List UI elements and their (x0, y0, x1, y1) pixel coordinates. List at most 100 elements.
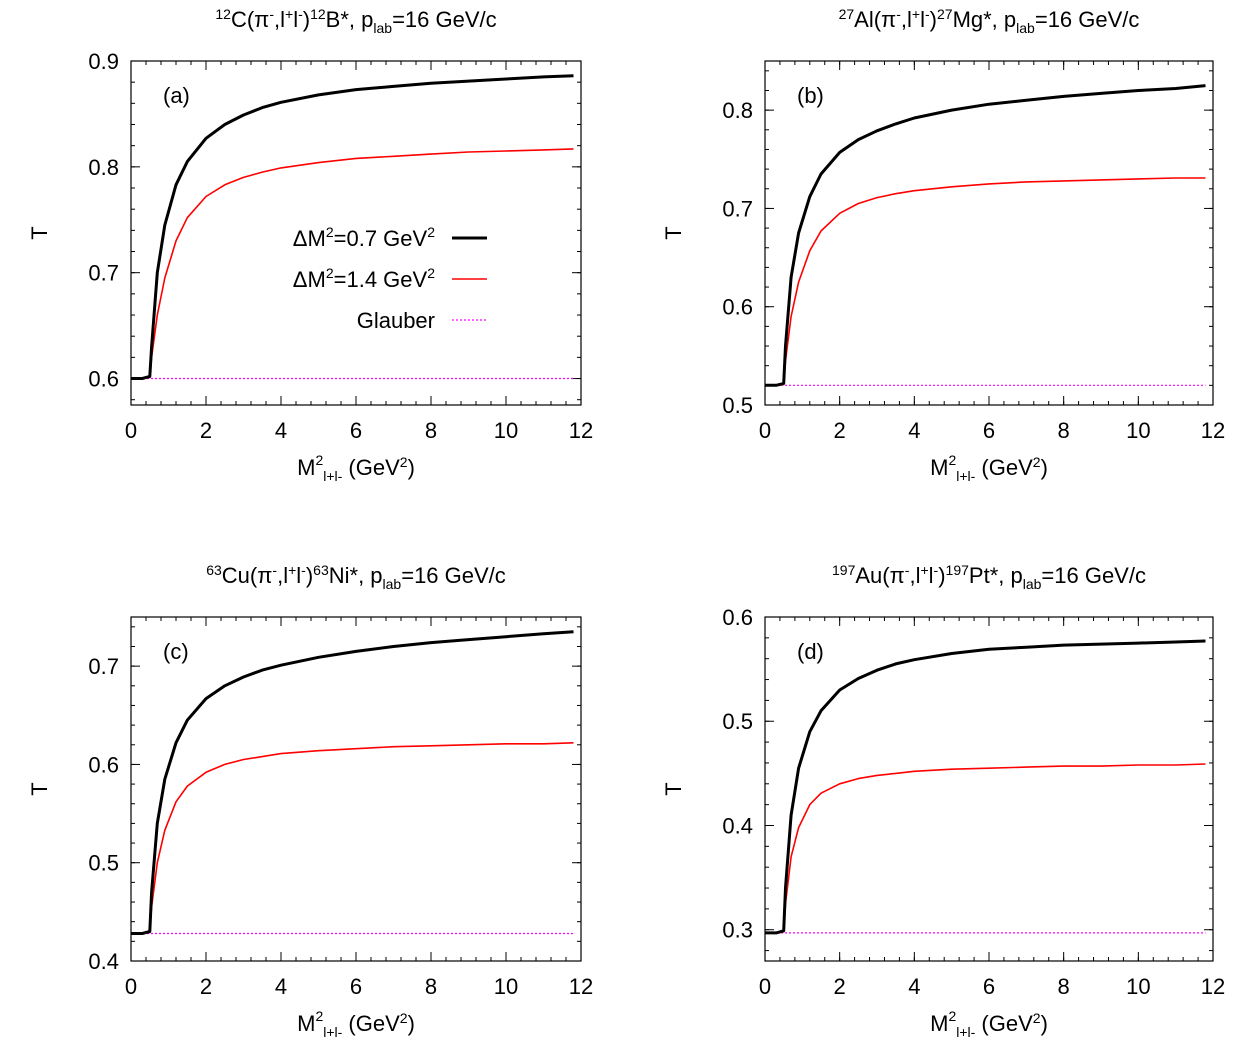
y-tick-label: 0.5 (88, 851, 119, 876)
title-lepton: ,l (277, 563, 288, 588)
x-tick-label: 8 (1058, 974, 1070, 999)
x-tick-label: 4 (908, 974, 920, 999)
title-close: ) (306, 563, 313, 588)
chart-panel-2: 27Al(π-,l+l-)27Mg*, plab=16 GeV/c0 2 4 6 8 10… (661, 6, 1225, 484)
plot-frame (764, 616, 1214, 962)
title-probe-charge: - (269, 6, 274, 22)
x-label-unit-sup: 2 (1033, 454, 1041, 470)
title-lepton: ,l (274, 7, 285, 32)
x-tick-label: 0 (759, 974, 771, 999)
y-tick-label: 0.6 (722, 605, 753, 630)
chart-title: 27Al(π-,l+l-)27Mg*, plab=16 GeV/c (839, 6, 1140, 36)
title-momentum: =16 GeV/c (1041, 563, 1146, 588)
x-axis-label: M2l+l- (GeV2) (297, 452, 415, 484)
title-target-mass: 63 (206, 562, 222, 578)
x-label-sub: l+l- (323, 468, 342, 484)
title-target-mass: 12 (215, 6, 231, 22)
series-line-1 (765, 639, 1206, 935)
chart-panel-4: 197Au(π-,l+l-)197Pt*, plab=16 GeV/c0 2 4 6 8… (661, 562, 1225, 1040)
x-tick-label: 6 (350, 418, 362, 443)
panel-label: (c) (163, 639, 189, 664)
x-tick-label: 0 (125, 418, 137, 443)
legend-sup: 2 (326, 265, 334, 281)
legend-label: ΔM2=1.4 GeV2 (293, 265, 435, 292)
x-label-unit-sup: 2 (400, 1010, 408, 1026)
y-tick-label: 0.4 (88, 949, 119, 974)
x-tick-label: 8 (425, 974, 437, 999)
x-label-sub: l+l- (323, 1024, 342, 1040)
x-label-unit: (GeV (342, 455, 400, 480)
y-tick-label: 0.8 (722, 98, 753, 123)
x-tick-label: 2 (200, 418, 212, 443)
x-tick-label: 2 (834, 974, 846, 999)
x-tick-label: 2 (200, 974, 212, 999)
x-tick-label: 8 (1058, 418, 1070, 443)
y-tick-label: 0.7 (722, 196, 753, 221)
series-line-2 (131, 148, 574, 380)
y-axis-label: T (27, 782, 52, 795)
y-tick-label: 0.4 (722, 813, 753, 838)
title-momentum: =16 GeV/c (1035, 7, 1140, 32)
x-label-base: M (930, 455, 948, 480)
title-product-mass: 63 (313, 562, 329, 578)
x-tick-label: 12 (1201, 974, 1225, 999)
title-lab-subscript: lab (373, 20, 392, 36)
series-line-1 (131, 630, 574, 935)
y-axis-label: T (661, 782, 686, 795)
title-lab-subscript: lab (383, 576, 402, 592)
series-line-2 (765, 763, 1206, 934)
x-tick-label: 6 (983, 418, 995, 443)
legend-sup2: 2 (427, 265, 435, 281)
chart-panel-3: 63Cu(π-,l+l-)63Ni*, plab=16 GeV/c0 2 4 6 8 10… (27, 562, 593, 1040)
title-lepton2: l (920, 7, 925, 32)
legend-text: Glauber (357, 308, 435, 333)
title-product: Ni*, p (329, 563, 383, 588)
x-tick-label: 0 (759, 418, 771, 443)
panel-label: (d) (797, 639, 824, 664)
chart-title: 63Cu(π-,l+l-)63Ni*, plab=16 GeV/c (206, 562, 506, 592)
y-tick-label: 0.7 (88, 261, 119, 286)
plot-frame (764, 60, 1214, 406)
title-lepton-charge-plus: + (912, 6, 920, 22)
series-line-2 (765, 177, 1206, 387)
title-lepton2: l (293, 7, 298, 32)
x-label-unit-close: ) (408, 455, 415, 480)
title-momentum: =16 GeV/c (401, 563, 506, 588)
title-product-mass: 27 (937, 6, 953, 22)
x-tick-label: 8 (425, 418, 437, 443)
legend-text: ΔM (293, 226, 326, 251)
x-label-base: M (930, 1011, 948, 1036)
title-product: B*, p (326, 7, 374, 32)
x-axis-label: M2l+l- (GeV2) (930, 452, 1048, 484)
title-product-mass: 197 (946, 562, 970, 578)
y-tick-label: 0.3 (722, 918, 753, 943)
y-tick-label: 0.5 (722, 709, 753, 734)
title-product: Pt*, p (969, 563, 1023, 588)
title-target-mass: 27 (839, 6, 855, 22)
title-target: C (231, 7, 247, 32)
chart-title: 197Au(π-,l+l-)197Pt*, plab=16 GeV/c (832, 562, 1146, 592)
x-tick-label: 6 (350, 974, 362, 999)
title-lepton-charge-plus: + (288, 562, 296, 578)
title-close: ) (938, 563, 945, 588)
x-tick-label: 10 (494, 418, 518, 443)
title-product: Mg*, p (953, 7, 1017, 32)
y-tick-label: 0.6 (88, 367, 119, 392)
x-label-sup: 2 (948, 452, 956, 468)
y-tick-label: 0.9 (88, 49, 119, 74)
x-axis-label: M2l+l- (GeV2) (930, 1008, 1048, 1040)
x-axis-label: M2l+l- (GeV2) (297, 1008, 415, 1040)
x-label-sub: l+l- (956, 468, 975, 484)
title-target-mass: 197 (832, 562, 856, 578)
x-label-base: M (297, 1011, 315, 1036)
x-label-sup: 2 (948, 1008, 956, 1024)
y-tick-label: 0.8 (88, 155, 119, 180)
title-target: Cu (222, 563, 250, 588)
x-tick-label: 10 (494, 974, 518, 999)
title-lepton-charge-minus: - (298, 6, 303, 22)
legend-sup2: 2 (427, 224, 435, 240)
x-tick-label: 2 (834, 418, 846, 443)
title-probe-charge: - (896, 6, 901, 22)
